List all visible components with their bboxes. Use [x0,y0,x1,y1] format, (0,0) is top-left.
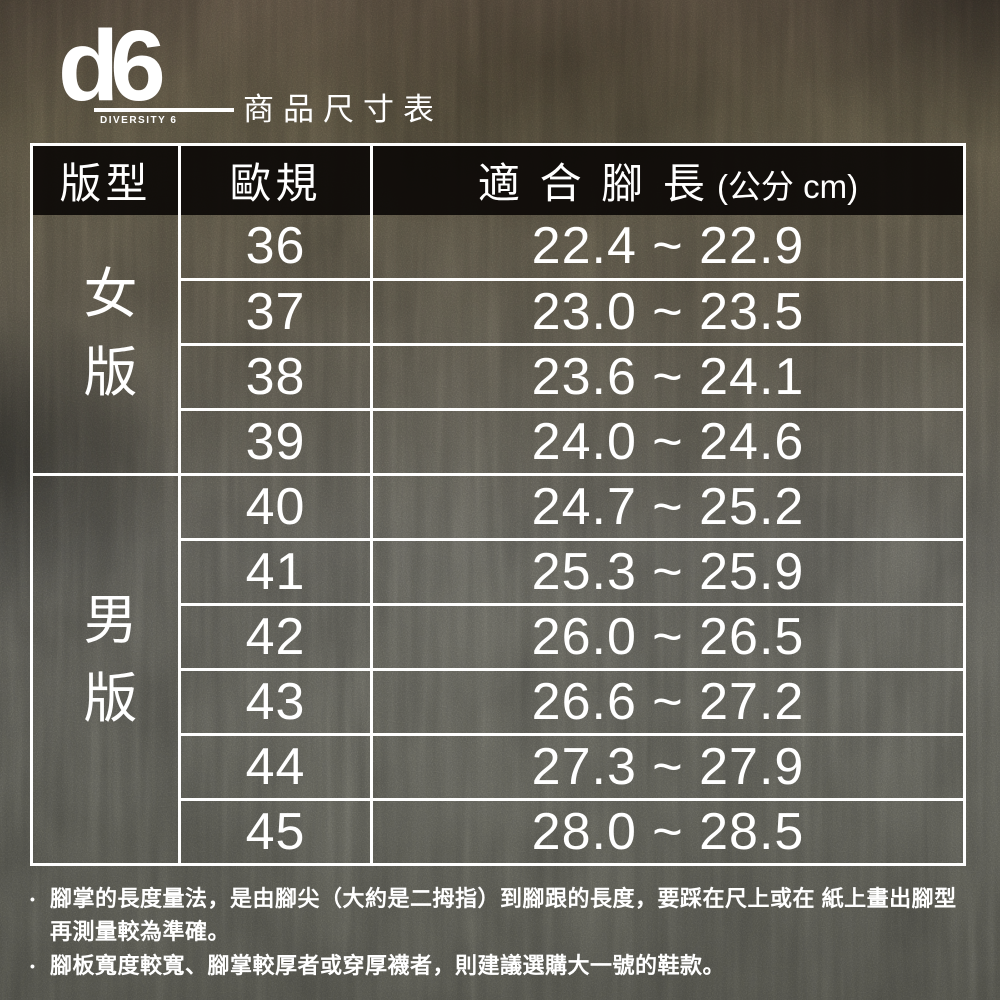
eu-size-cell: 38 [178,343,373,411]
foot-length-cell: 25.3 ~ 25.9 [370,538,966,606]
footnotes: • 腳掌的長度量法，是由腳尖（大約是二拇指）到腳跟的長度，要踩在尺上或在 紙上畫… [30,882,970,982]
size-table: 版型 歐規 適 合 腳 長 (公分 cm) 女版 36 22.4 ~ 22.9 3… [30,143,966,866]
eu-size-cell: 42 [178,603,373,671]
foot-length-cell: 27.3 ~ 27.9 [370,733,966,801]
foot-length-cell: 23.6 ~ 24.1 [370,343,966,411]
foot-length-cell: 26.6 ~ 27.2 [370,668,966,736]
bullet-icon: • [30,957,36,974]
note-wide-foot-advice: • 腳板寬度較寬、腳掌較厚者或穿厚襪者，則建議選購大一號的鞋款。 [30,949,970,982]
header-foot-length: 適 合 腳 長 (公分 cm) [370,143,966,215]
table-row: 37 23.0 ~ 23.5 [32,278,966,346]
header-eu-size: 歐規 [178,143,373,215]
table-row: 42 26.0 ~ 26.5 [32,603,966,671]
page-title: 商品尺寸表 [243,92,443,127]
logo-diversity-label: DIVERSITY 6 [100,115,178,126]
eu-size-cell: 45 [178,798,373,866]
note-text: 腳掌的長度量法，是由腳尖（大約是二拇指）到腳跟的長度，要踩在尺上或在 紙上畫出腳… [50,886,957,945]
note-measure-method: • 腳掌的長度量法，是由腳尖（大約是二拇指）到腳跟的長度，要踩在尺上或在 紙上畫… [30,882,970,949]
table-row: 45 28.0 ~ 28.5 [32,798,966,866]
eu-size-cell: 36 [178,214,373,281]
bullet-icon: • [30,891,36,907]
table-row: 女版 36 22.4 ~ 22.9 [30,214,966,476]
table-row: 44 27.3 ~ 27.9 [32,733,966,801]
foot-length-cell: 23.0 ~ 23.5 [370,278,966,346]
section-label-men: 男版 [30,473,181,866]
table-row: 41 25.3 ~ 25.9 [32,538,966,606]
foot-length-cell: 28.0 ~ 28.5 [370,798,966,866]
logo-d6-text: d6 [58,10,166,122]
table-row: 39 24.0 ~ 24.6 [32,408,966,476]
table-row: 男版 40 24.7 ~ 25.2 [30,473,966,866]
foot-length-cell: 22.4 ~ 22.9 [370,214,966,281]
table-row: 38 23.6 ~ 24.1 [32,343,966,411]
header-type: 版型 [30,143,181,215]
header-foot-length-unit: (公分 cm) [716,167,859,205]
section-label-women: 女版 [30,214,181,476]
note-text: 腳板寬度較寬、腳掌較厚者或穿厚襪者，則建議選購大一號的鞋款。 [50,952,726,978]
eu-size-cell: 44 [178,733,373,801]
table-header-row: 版型 歐規 適 合 腳 長 (公分 cm) [30,143,966,215]
eu-size-cell: 41 [178,538,373,606]
foot-length-cell: 24.7 ~ 25.2 [370,473,966,541]
header-foot-length-label: 適 合 腳 長 [477,159,709,207]
eu-size-cell: 43 [178,668,373,736]
eu-size-cell: 37 [178,278,373,346]
foot-length-cell: 24.0 ~ 24.6 [370,408,966,476]
logo-underline [94,108,234,112]
eu-size-cell: 40 [178,473,373,541]
foot-length-cell: 26.0 ~ 26.5 [370,603,966,671]
eu-size-cell: 39 [178,408,373,476]
table-row: 43 26.6 ~ 27.2 [32,668,966,736]
brand-logo: d6 DIVERSITY 6 [58,10,234,126]
